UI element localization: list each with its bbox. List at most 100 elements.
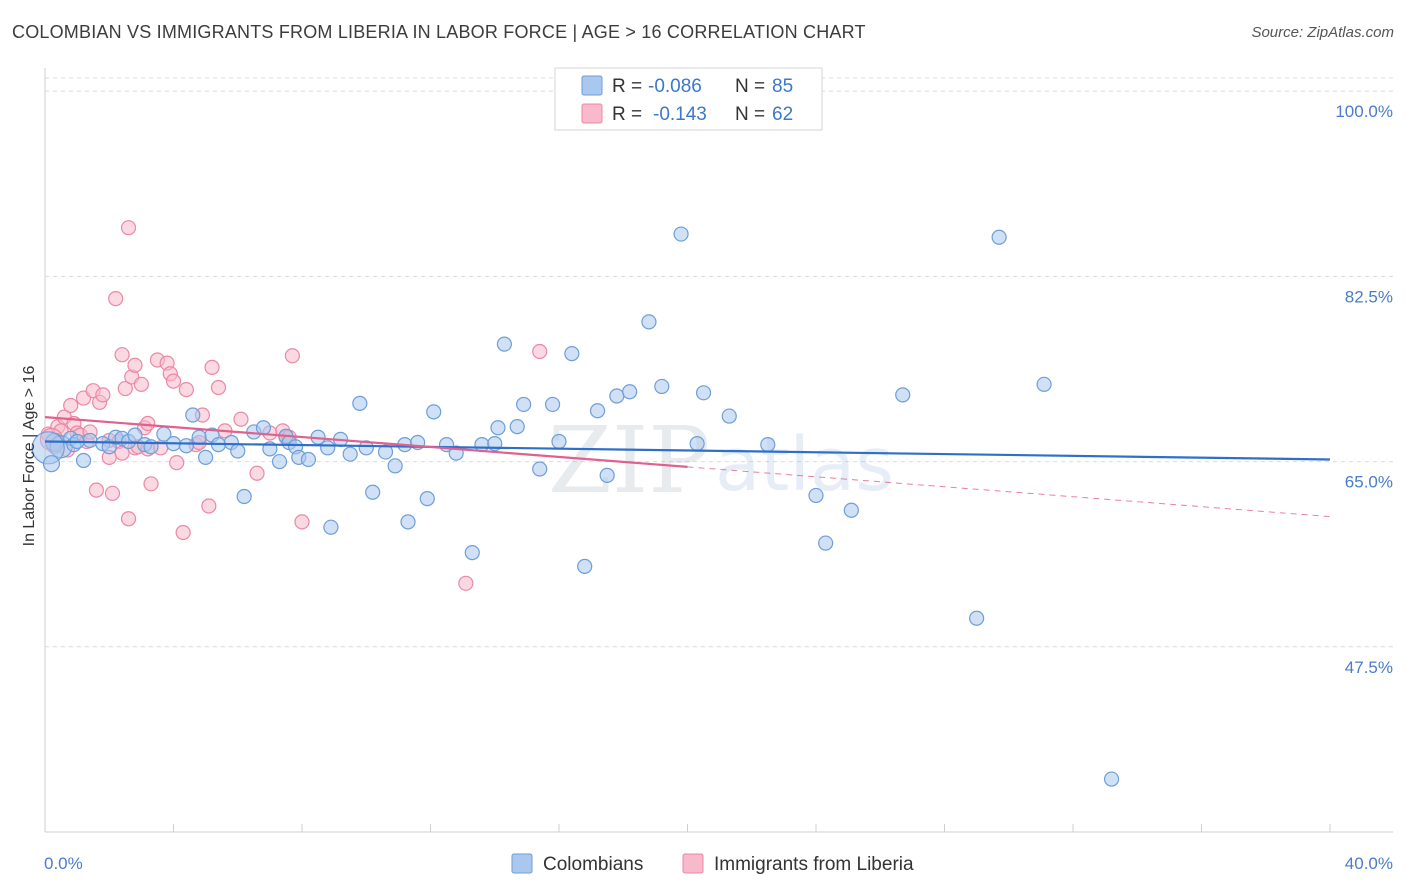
liberia-point xyxy=(169,455,185,471)
liberia-point xyxy=(95,387,111,403)
y-tick-label: 65.0% xyxy=(1345,473,1393,492)
colombians-point xyxy=(496,336,512,352)
colombians-point xyxy=(300,451,317,468)
colombians-point xyxy=(464,544,480,561)
series-legend: Colombians Immigrants from Liberia xyxy=(511,853,914,875)
colombians-point xyxy=(991,229,1007,245)
liberia-point xyxy=(204,359,220,375)
gridlines xyxy=(45,77,1393,648)
zipatlas-watermark: ZIP atlas xyxy=(548,407,894,514)
colombians-point xyxy=(419,491,435,507)
y-tick-label: 82.5% xyxy=(1345,287,1393,306)
colombians-point xyxy=(622,384,638,400)
colombians-point xyxy=(185,407,201,423)
liberia-point xyxy=(284,348,300,364)
colombians-point xyxy=(689,435,705,452)
colombians-point xyxy=(323,519,339,535)
colombians-point xyxy=(230,443,246,459)
liberia-point xyxy=(88,482,105,498)
liberia-point xyxy=(120,220,137,236)
trend-line-colombians xyxy=(44,440,1331,461)
liberia-point xyxy=(201,498,217,514)
y-tick-label: 100.0% xyxy=(1335,102,1393,121)
colombians-point xyxy=(82,432,98,449)
liberia-point xyxy=(165,373,182,389)
liberia-point xyxy=(532,343,548,360)
colombians-point xyxy=(271,453,288,470)
colombians-point xyxy=(320,440,336,456)
liberia-point xyxy=(140,415,156,432)
legend-r-value-1: -0.086 xyxy=(648,76,702,97)
legend-n-label-2: N = xyxy=(735,104,765,125)
colombians-point xyxy=(236,488,252,505)
colombians-point xyxy=(532,461,548,477)
liberia-point xyxy=(104,485,121,501)
colombians-point xyxy=(544,396,561,413)
liberia-point xyxy=(120,511,137,527)
legend-swatch-colombians xyxy=(581,75,603,96)
colombians-point xyxy=(400,514,416,530)
liberia-point xyxy=(114,347,130,363)
liberia-point xyxy=(143,476,159,492)
colombians-point xyxy=(564,346,580,362)
liberia-point xyxy=(294,514,310,530)
colombians-point xyxy=(426,404,442,420)
legend-r-label-2: R = xyxy=(612,104,642,125)
x-tick-label: 0.0% xyxy=(44,854,83,873)
liberia-point xyxy=(233,411,249,427)
colombians-point xyxy=(1036,376,1052,392)
colombians-point xyxy=(895,387,911,403)
colombians-point xyxy=(365,484,381,500)
liberia-point xyxy=(210,379,227,396)
liberia-point xyxy=(117,380,133,397)
colombians-point xyxy=(178,438,194,454)
colombians-point xyxy=(808,487,824,504)
liberia-point xyxy=(458,575,474,591)
liberia-point xyxy=(133,376,149,392)
liberia-point xyxy=(108,291,124,307)
x-tick-label: 40.0% xyxy=(1345,854,1393,873)
colombians-point xyxy=(342,446,358,462)
liberia-point xyxy=(249,465,265,481)
y-tick-label: 47.5% xyxy=(1345,658,1393,677)
y-axis-label: In Labor Force | Age > 16 xyxy=(21,366,38,547)
colombians-point xyxy=(589,403,606,419)
colombians-point xyxy=(760,437,776,453)
liberia-point xyxy=(114,445,130,461)
liberia-point xyxy=(178,382,194,398)
legend-r-value-2: -0.143 xyxy=(653,104,707,125)
colombians-point xyxy=(818,535,834,551)
trend-line-liberia xyxy=(44,416,688,468)
colombians-point xyxy=(352,395,368,411)
colombians-point xyxy=(490,420,506,436)
colombians-point xyxy=(42,455,61,473)
colombians-point xyxy=(1103,771,1120,787)
colombians-point xyxy=(358,440,374,456)
bottom-legend-swatch-colombians xyxy=(511,853,533,874)
trend-lines xyxy=(44,416,1331,518)
colombians-point xyxy=(551,433,567,450)
colombians-point xyxy=(969,610,985,626)
colombians-point xyxy=(509,419,525,435)
liberia-point xyxy=(127,357,143,373)
colombians-point xyxy=(75,452,92,469)
colombians-point xyxy=(387,458,403,474)
watermark-zip: ZIP xyxy=(548,407,710,514)
colombians-point xyxy=(577,558,593,574)
liberia-point xyxy=(63,397,79,414)
colombians-point xyxy=(721,408,737,424)
legend-r-label-1: R = xyxy=(612,76,642,97)
watermark-atlas: atlas xyxy=(715,422,894,508)
colombians-point xyxy=(843,502,859,518)
legend-swatch-liberia xyxy=(581,103,603,124)
liberia-point xyxy=(175,524,191,541)
correlation-legend: R = -0.086 N = 85 R = -0.143 N = 62 xyxy=(554,67,823,131)
chart-source: Source: ZipAtlas.com xyxy=(1251,24,1394,41)
colombians-point xyxy=(198,449,214,465)
axes: 47.5% 65.0% 82.5% 100.0% 0.0% 40.0% xyxy=(44,68,1393,873)
legend-n-value-1: 85 xyxy=(772,76,793,97)
trend-line-liberia-extrapolated xyxy=(687,466,1331,518)
colombians-point xyxy=(673,226,689,242)
colombians-point xyxy=(599,467,615,483)
